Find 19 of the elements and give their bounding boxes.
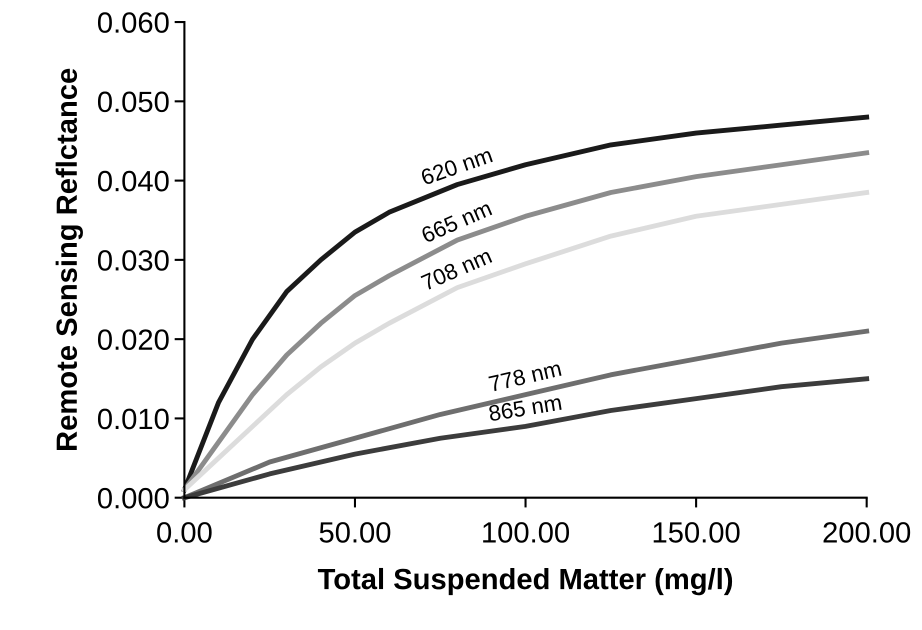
text: 778 nm xyxy=(488,360,562,392)
text: 620 nm xyxy=(420,146,493,186)
y-tick-label: 0.040 xyxy=(98,170,169,192)
y-tick-label: 0.060 xyxy=(98,12,169,33)
x-tick-label: 200.00 xyxy=(824,522,910,543)
text: 865 nm xyxy=(488,394,562,422)
y-tick-label: 0.000 xyxy=(98,488,169,509)
text: 665 nm xyxy=(420,200,492,244)
y-tick-label: 0.020 xyxy=(98,329,169,350)
y-tick-label: 0.030 xyxy=(98,250,169,271)
x-tick-label: 150.00 xyxy=(654,522,740,543)
y-axis-title: Remote Sensing Reflctance xyxy=(56,68,83,450)
x-tick-label: 0.00 xyxy=(157,522,212,543)
x-axis-title: Total Suspended Matter (mg/l) xyxy=(318,568,732,596)
y-tick-label: 0.050 xyxy=(98,92,169,112)
x-tick-label: 50.00 xyxy=(320,522,390,543)
y-tick-label: 0.010 xyxy=(98,408,169,430)
x-tick-label: 100.00 xyxy=(483,522,570,543)
text: 708 nm xyxy=(420,248,492,291)
